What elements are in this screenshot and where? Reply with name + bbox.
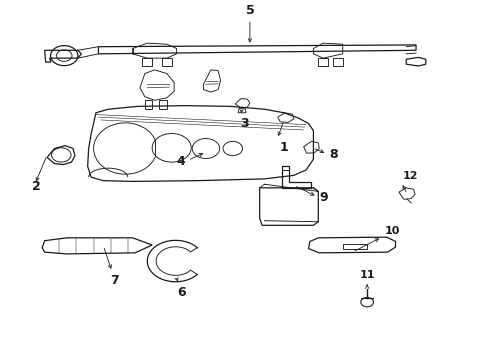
Text: 1: 1 [279,141,288,154]
Text: 12: 12 [402,171,418,181]
Text: 9: 9 [319,191,328,204]
Text: 10: 10 [384,226,400,236]
Text: 7: 7 [110,274,119,287]
Text: 3: 3 [240,117,249,130]
Text: 2: 2 [32,180,41,193]
Text: 4: 4 [176,155,185,168]
Text: 11: 11 [359,270,375,280]
Text: 5: 5 [245,4,254,17]
Text: 8: 8 [329,148,338,161]
Text: 6: 6 [177,286,186,299]
